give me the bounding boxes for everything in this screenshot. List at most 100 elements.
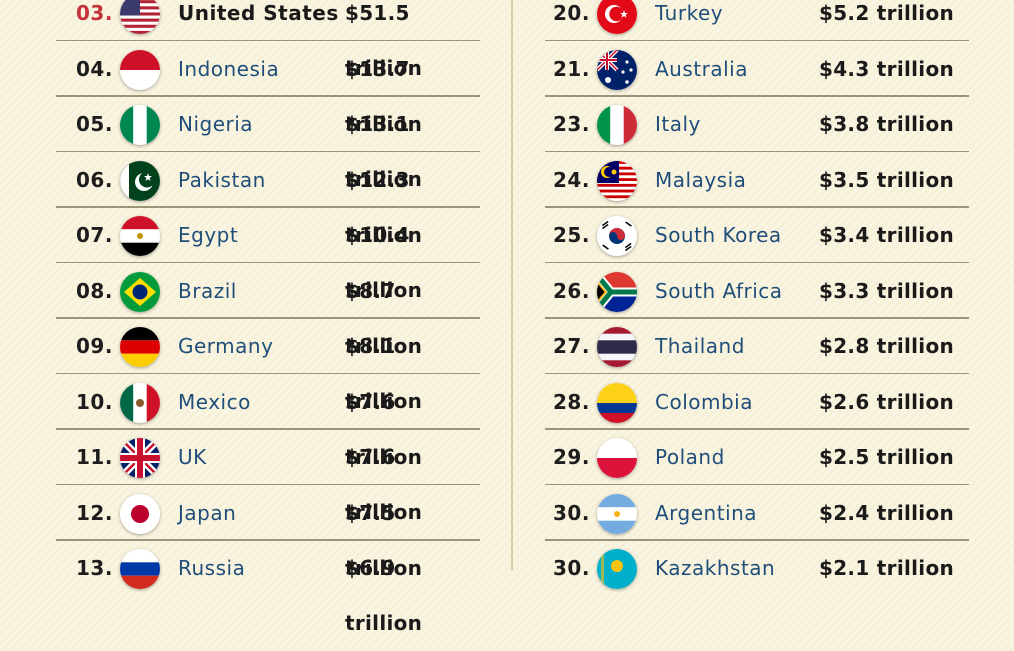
ranking-row: 07. Egypt $10.4 trillion bbox=[56, 208, 480, 302]
country-name: Brazil bbox=[178, 278, 237, 303]
rank-number: 05. bbox=[76, 112, 113, 136]
rank-number: 12. bbox=[76, 500, 113, 525]
row-separator bbox=[545, 206, 969, 208]
ranking-row: 21. Australia $4.3 trillion bbox=[545, 42, 969, 97]
ranking-row: 30. Kazakhstan $2.1 trillion bbox=[545, 541, 969, 596]
country-name: Colombia bbox=[655, 389, 753, 414]
country-name: South Africa bbox=[655, 278, 783, 303]
rank-number: 23. bbox=[553, 112, 590, 136]
japan-flag-icon bbox=[120, 493, 160, 534]
rank-number: 04. bbox=[76, 56, 113, 81]
row-separator bbox=[545, 372, 969, 374]
rank-number: 26. bbox=[553, 278, 590, 303]
row-separator bbox=[545, 317, 969, 319]
ranking-row: 29. Poland $2.5 trillion bbox=[545, 430, 969, 485]
ranking-row: 06. Pakistan $12.3 trillion bbox=[56, 153, 480, 247]
country-name: United States bbox=[178, 1, 339, 25]
row-separator bbox=[545, 95, 969, 97]
indonesia-flag-icon bbox=[120, 49, 160, 90]
row-separator bbox=[56, 39, 480, 41]
ranking-row: 23. Italy $3.8 trillion bbox=[545, 97, 969, 152]
rank-number: 08. bbox=[76, 278, 113, 303]
ranking-row: 04. Indonesia $13.7 trillion bbox=[56, 42, 480, 136]
rank-number: 30. bbox=[553, 556, 590, 580]
rank-number: 30. bbox=[553, 500, 590, 525]
debt-value: $7.6 trillion bbox=[345, 389, 423, 469]
ranking-row: 25. South Korea $3.4 trillion bbox=[545, 208, 969, 263]
rank-number: 07. bbox=[76, 223, 113, 247]
debt-value: $51.5 trillion bbox=[345, 1, 423, 80]
debt-value: $13.7 trillion bbox=[345, 56, 423, 136]
country-name: Malaysia bbox=[655, 167, 747, 192]
country-name: Egypt bbox=[178, 223, 239, 247]
debt-value: $8.7 trillion bbox=[345, 278, 423, 358]
row-separator bbox=[545, 39, 969, 41]
debt-value: $4.3 trillion bbox=[819, 56, 955, 81]
ranking-row: 11. UK $7.6 trillion bbox=[56, 430, 480, 524]
country-name: Thailand bbox=[655, 334, 745, 358]
debt-value: $12.3 trillion bbox=[345, 167, 423, 247]
australia-flag-icon bbox=[597, 49, 637, 90]
debt-value: $13.1 trillion bbox=[345, 112, 423, 191]
row-separator bbox=[56, 428, 480, 430]
rank-number: 20. bbox=[553, 1, 590, 25]
debt-value: $10.4 trillion bbox=[345, 223, 423, 302]
debt-value: $7.5 trillion bbox=[345, 500, 423, 580]
row-separator bbox=[545, 539, 969, 541]
ranking-row: 08. Brazil $8.7 trillion bbox=[56, 264, 480, 358]
ranking-row: 12. Japan $7.5 trillion bbox=[56, 486, 480, 580]
debt-value: $3.8 trillion bbox=[819, 112, 955, 136]
rank-number: 28. bbox=[553, 389, 590, 414]
egypt-flag-icon bbox=[120, 216, 160, 256]
row-separator bbox=[545, 483, 969, 485]
rank-number: 27. bbox=[553, 334, 590, 358]
ranking-row: 09. Germany $8.1 trillion bbox=[56, 319, 480, 413]
row-separator bbox=[56, 261, 480, 263]
italy-flag-icon bbox=[597, 105, 637, 145]
south-africa-flag-icon bbox=[597, 271, 637, 312]
country-name: Russia bbox=[178, 556, 246, 580]
country-name: Kazakhstan bbox=[655, 556, 776, 580]
country-name: UK bbox=[178, 445, 207, 469]
turkey-flag-icon bbox=[597, 0, 637, 34]
debt-value: $2.4 trillion bbox=[819, 500, 955, 525]
left-ranking-column: 03. United States $51.5 trillion 04. Indones… bbox=[0, 0, 512, 635]
rank-number: 13. bbox=[76, 556, 113, 580]
rank-number: 29. bbox=[553, 445, 590, 469]
debt-value: $3.4 trillion bbox=[819, 223, 955, 247]
debt-value: $2.5 trillion bbox=[819, 445, 955, 469]
mexico-flag-icon bbox=[120, 382, 160, 423]
country-name: Turkey bbox=[655, 1, 724, 25]
country-name: Argentina bbox=[655, 500, 758, 525]
row-separator bbox=[545, 428, 969, 430]
rank-number: 09. bbox=[76, 334, 113, 358]
ranking-row: 28. Colombia $2.6 trillion bbox=[545, 375, 969, 430]
row-separator bbox=[56, 95, 480, 97]
russia-flag-icon bbox=[120, 549, 160, 589]
debt-value: $3.3 trillion bbox=[819, 278, 955, 303]
rank-number: 24. bbox=[553, 167, 590, 192]
ranking-row: 26. South Africa $3.3 trillion bbox=[545, 264, 969, 319]
rank-number: 25. bbox=[553, 223, 590, 247]
ranking-row: 27. Thailand $2.8 trillion bbox=[545, 319, 969, 374]
right-ranking-column: 20. Turkey $5.2 trillion 21. Australia $4.3 t… bbox=[512, 0, 1014, 589]
usa-flag-icon bbox=[120, 0, 160, 34]
rank-number: 11. bbox=[76, 445, 113, 469]
country-name: Pakistan bbox=[178, 167, 266, 192]
brazil-flag-icon bbox=[120, 271, 160, 312]
debt-value: $2.1 trillion bbox=[819, 556, 955, 580]
rank-number: 06. bbox=[76, 167, 113, 192]
thailand-flag-icon bbox=[597, 327, 637, 367]
country-name: Mexico bbox=[178, 389, 251, 414]
kazakhstan-flag-icon bbox=[597, 549, 637, 589]
argentina-flag-icon bbox=[597, 493, 637, 534]
debt-value: $2.6 trillion bbox=[819, 389, 955, 414]
ranking-row: 10. Mexico $7.6 trillion bbox=[56, 375, 480, 469]
debt-value: $2.8 trillion bbox=[819, 334, 955, 358]
ranking-row: 24. Malaysia $3.5 trillion bbox=[545, 153, 969, 208]
row-separator bbox=[56, 539, 480, 541]
poland-flag-icon bbox=[597, 438, 637, 478]
pakistan-flag-icon bbox=[120, 160, 160, 201]
ranking-row: 05. Nigeria $13.1 trillion bbox=[56, 97, 480, 191]
germany-flag-icon bbox=[120, 327, 160, 367]
